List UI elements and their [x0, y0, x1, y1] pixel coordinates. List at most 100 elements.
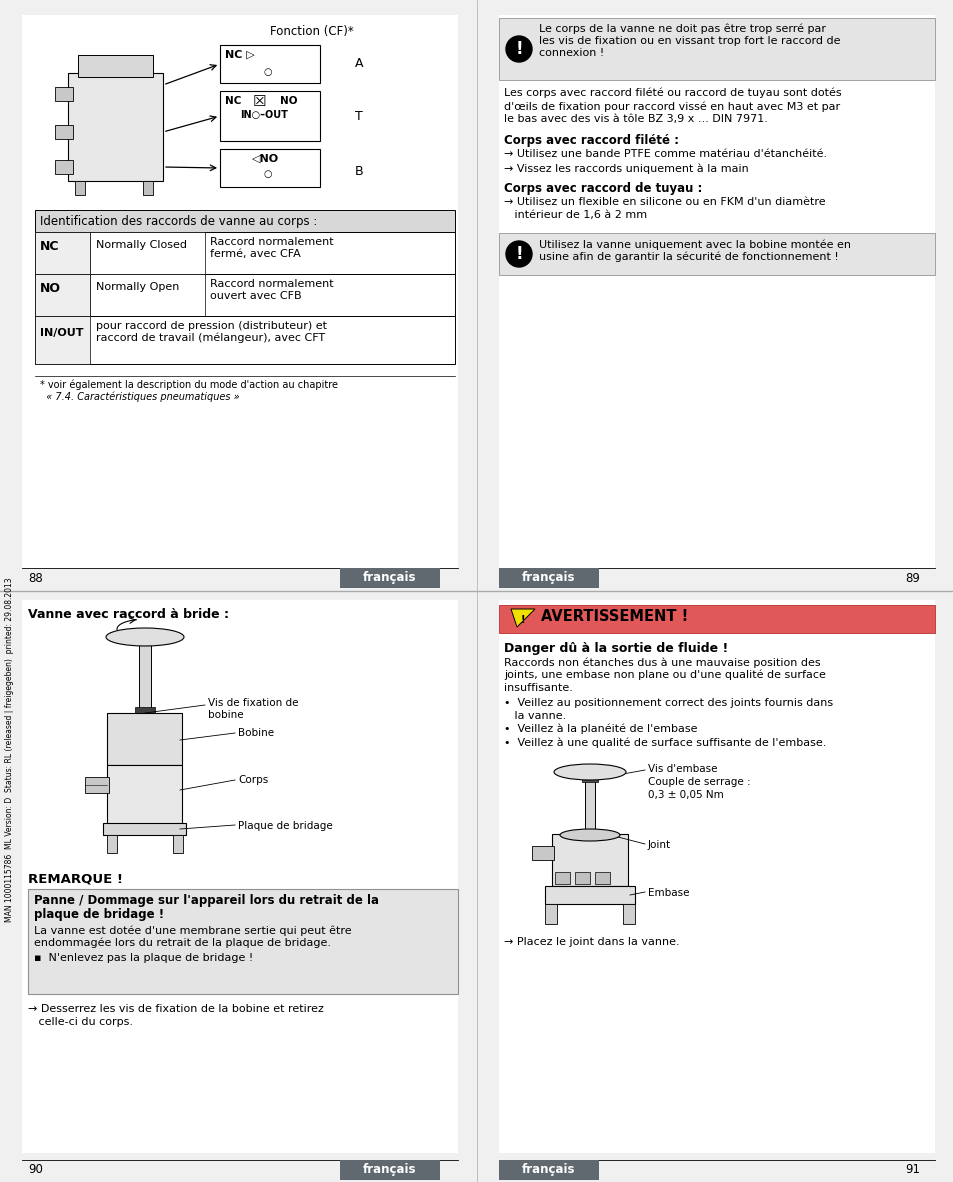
Bar — [78, 56, 152, 77]
Bar — [220, 149, 319, 187]
Bar — [35, 210, 455, 232]
Text: •  Veillez au positionnement correct des joints fournis dans: • Veillez au positionnement correct des … — [503, 699, 832, 708]
Text: •  Veillez à la planéité de l'embase: • Veillez à la planéité de l'embase — [503, 725, 697, 734]
Bar — [544, 904, 557, 924]
Text: T: T — [355, 110, 362, 123]
Bar — [35, 316, 455, 364]
Text: joints, une embase non plane ou d'une qualité de surface: joints, une embase non plane ou d'une qu… — [503, 670, 825, 681]
Text: Corps: Corps — [237, 775, 268, 785]
Text: !: ! — [520, 615, 525, 625]
Bar — [498, 233, 934, 275]
Bar — [532, 846, 554, 860]
Text: pour raccord de pression (distributeur) et
raccord de travail (mélangeur), avec : pour raccord de pression (distributeur) … — [96, 322, 327, 343]
Text: Le corps de la vanne ne doit pas être trop serré par
les vis de fixation ou en v: Le corps de la vanne ne doit pas être tr… — [538, 24, 840, 58]
Bar — [139, 645, 151, 710]
Text: 89: 89 — [904, 572, 919, 585]
Text: → Desserrez les vis de fixation de la bobine et retirez: → Desserrez les vis de fixation de la bo… — [28, 1004, 323, 1014]
Bar — [135, 707, 154, 714]
Circle shape — [505, 35, 532, 61]
Bar — [172, 834, 183, 853]
Ellipse shape — [559, 829, 619, 842]
Text: La vanne est dotée d'une membrane sertie qui peut être: La vanne est dotée d'une membrane sertie… — [34, 926, 352, 935]
Text: Vis de fixation de
bobine: Vis de fixation de bobine — [208, 699, 298, 720]
Text: Les corps avec raccord filété ou raccord de tuyau sont dotés: Les corps avec raccord filété ou raccord… — [503, 87, 841, 98]
Text: REMARQUE !: REMARQUE ! — [28, 873, 123, 886]
Text: NO: NO — [280, 96, 297, 106]
Bar — [28, 889, 457, 994]
Text: Joint: Joint — [647, 840, 670, 850]
Text: Plaque de bridage: Plaque de bridage — [237, 821, 333, 831]
Bar — [75, 181, 85, 195]
Text: insuffisante.: insuffisante. — [503, 683, 572, 693]
Text: AVERTISSEMENT !: AVERTISSEMENT ! — [540, 609, 687, 624]
Text: B: B — [355, 165, 363, 178]
Bar — [107, 834, 117, 853]
Bar — [143, 181, 152, 195]
Text: NC: NC — [225, 96, 241, 106]
Bar — [0, 0, 476, 1182]
Bar — [498, 1160, 598, 1180]
Bar — [22, 15, 457, 569]
Bar — [55, 87, 73, 100]
Circle shape — [505, 241, 532, 267]
Bar — [90, 274, 205, 316]
Text: Identification des raccords de vanne au corps :: Identification des raccords de vanne au … — [40, 215, 317, 228]
Bar — [220, 91, 319, 141]
Bar — [544, 886, 635, 904]
Bar — [552, 834, 627, 886]
Text: français: français — [363, 1163, 416, 1176]
Bar — [498, 569, 598, 587]
Bar — [339, 1160, 439, 1180]
Text: endommagée lors du retrait de la plaque de bridage.: endommagée lors du retrait de la plaque … — [34, 939, 331, 948]
Bar — [107, 765, 182, 825]
Bar — [220, 45, 319, 83]
Text: → Vissez les raccords uniquement à la main: → Vissez les raccords uniquement à la ma… — [503, 163, 748, 174]
Bar — [107, 713, 182, 765]
Text: ☒: ☒ — [253, 95, 266, 109]
Text: « 7.4. Caractéristiques pneumatiques »: « 7.4. Caractéristiques pneumatiques » — [40, 392, 239, 403]
Text: 91: 91 — [904, 1163, 919, 1176]
Text: 0,3 ± 0,05 Nm: 0,3 ± 0,05 Nm — [647, 790, 723, 800]
Bar — [22, 600, 457, 1152]
Bar — [85, 777, 109, 793]
Text: IN/OUT: IN/OUT — [40, 327, 84, 338]
Bar — [339, 569, 439, 587]
Text: français: français — [521, 571, 576, 584]
Ellipse shape — [106, 628, 184, 647]
Text: → Utilisez un flexible en silicone ou en FKM d'un diamètre: → Utilisez un flexible en silicone ou en… — [503, 197, 824, 207]
Bar — [498, 600, 934, 1152]
Bar — [35, 232, 455, 274]
Bar — [622, 904, 635, 924]
Text: Vis d'embase: Vis d'embase — [647, 764, 717, 774]
Text: Danger dû à la sortie de fluide !: Danger dû à la sortie de fluide ! — [503, 642, 727, 655]
Text: Embase: Embase — [647, 888, 689, 898]
Text: plaque de bridage !: plaque de bridage ! — [34, 908, 164, 921]
Text: ▪  N'enlevez pas la plaque de bridage !: ▪ N'enlevez pas la plaque de bridage ! — [34, 953, 253, 963]
Text: IN○–OUT: IN○–OUT — [240, 110, 288, 121]
Text: MAN 1000115786  ML Version: D  Status: RL (released | freigegeben)  printed: 29.: MAN 1000115786 ML Version: D Status: RL … — [6, 578, 14, 922]
Bar — [68, 73, 163, 181]
Text: Raccords non étanches dus à une mauvaise position des: Raccords non étanches dus à une mauvaise… — [503, 657, 820, 668]
Bar — [498, 15, 934, 569]
Text: français: français — [363, 571, 416, 584]
Text: ◁NO: ◁NO — [252, 154, 279, 164]
Text: 88: 88 — [28, 572, 43, 585]
Text: Corps avec raccord de tuyau :: Corps avec raccord de tuyau : — [503, 182, 701, 195]
Text: Couple de serrage :: Couple de serrage : — [647, 777, 750, 787]
Bar — [55, 125, 73, 139]
Text: Utilisez la vanne uniquement avec la bobine montée en
usine afin de garantir la : Utilisez la vanne uniquement avec la bob… — [538, 239, 850, 261]
Bar — [555, 872, 569, 884]
Text: → Utilisez une bande PTFE comme matériau d'étanchéité.: → Utilisez une bande PTFE comme matériau… — [503, 149, 826, 160]
Bar — [55, 160, 73, 174]
Bar — [35, 274, 90, 316]
Bar — [35, 316, 90, 364]
Text: ○: ○ — [264, 169, 273, 178]
Text: NC ▷: NC ▷ — [225, 50, 254, 60]
Ellipse shape — [554, 764, 625, 780]
Bar — [90, 232, 205, 274]
Text: Vanne avec raccord à bride :: Vanne avec raccord à bride : — [28, 608, 229, 621]
Text: d'œils de fixation pour raccord vissé en haut avec M3 et par: d'œils de fixation pour raccord vissé en… — [503, 100, 840, 111]
Text: A: A — [355, 57, 363, 70]
Text: Corps avec raccord filété :: Corps avec raccord filété : — [503, 134, 679, 147]
Text: !: ! — [515, 245, 522, 264]
